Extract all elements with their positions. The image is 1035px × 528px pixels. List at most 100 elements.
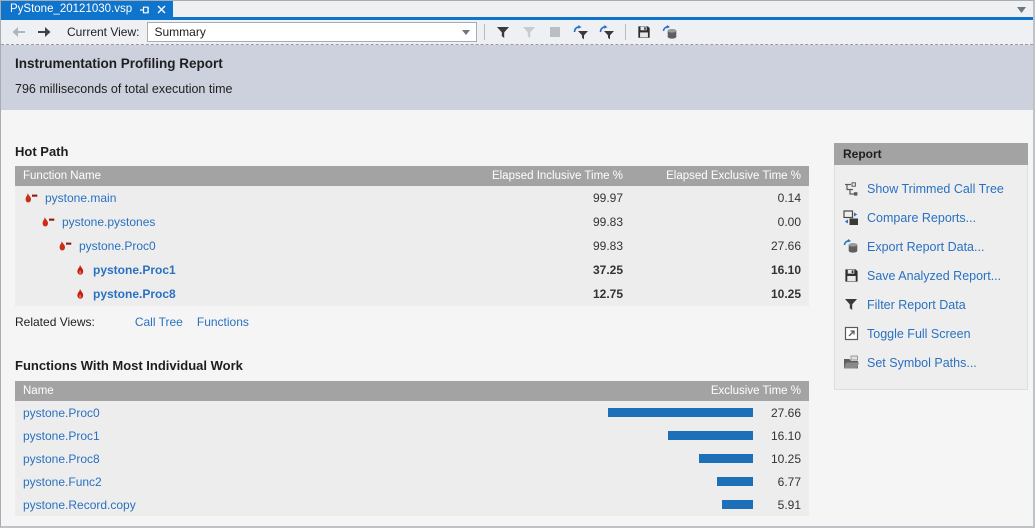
function-link[interactable]: pystone.Proc8 <box>23 451 100 466</box>
hot-path-row: pystone.main 99.97 0.14 <box>15 186 809 210</box>
call-tree-icon <box>843 181 859 197</box>
exclusive-time-value: 16.10 <box>770 428 801 443</box>
back-arrow-icon[interactable] <box>7 22 29 42</box>
report-action-label: Save Analyzed Report... <box>867 268 1002 283</box>
exclusive-time-value: 16.10 <box>631 258 809 282</box>
flame-path-icon <box>40 216 55 229</box>
toolbar-separator <box>625 24 627 40</box>
reapply-filter-icon[interactable] <box>570 22 592 42</box>
function-work-row: pystone.Func2 6.77 <box>15 470 809 493</box>
exclusive-time-value: 0.14 <box>631 186 809 210</box>
report-action-filter-report-data[interactable]: Filter Report Data <box>843 290 1027 319</box>
stop-icon[interactable] <box>544 22 566 42</box>
function-work-row: pystone.Proc0 27.66 <box>15 401 809 424</box>
hot-path-row: pystone.Proc8 12.75 10.25 <box>15 282 809 306</box>
function-work-row: pystone.Proc8 10.25 <box>15 447 809 470</box>
function-link[interactable]: pystone.Proc0 <box>23 405 100 420</box>
tab-pystone-report[interactable]: PyStone_20121030.vsp <box>1 1 174 17</box>
hot-path-title: Hot Path <box>15 144 69 159</box>
report-action-label: Toggle Full Screen <box>867 326 971 341</box>
report-action-label: Set Symbol Paths... <box>867 355 977 370</box>
current-view-label: Current View: <box>67 25 140 39</box>
col-exclusive-time[interactable]: Exclusive Time % <box>575 381 809 401</box>
toolbar-separator <box>484 24 486 40</box>
col-elapsed-inclusive[interactable]: Elapsed Inclusive Time % <box>451 166 631 186</box>
save-icon <box>843 268 859 284</box>
report-action-save-analyzed-report[interactable]: Save Analyzed Report... <box>843 261 1027 290</box>
report-action-label: Export Report Data... <box>867 239 985 254</box>
close-icon[interactable] <box>157 5 166 14</box>
flame-icon <box>74 287 86 301</box>
inclusive-time-value: 99.83 <box>451 234 631 258</box>
report-action-toggle-full-screen[interactable]: Toggle Full Screen <box>843 319 1027 348</box>
compare-icon <box>843 209 859 226</box>
document-tab-bar: PyStone_20121030.vsp <box>1 1 1033 20</box>
current-view-select[interactable]: Summary <box>147 22 478 42</box>
hot-path-row: pystone.Proc0 99.83 27.66 <box>15 234 809 258</box>
function-link[interactable]: pystone.Proc1 <box>23 428 100 443</box>
exclusive-time-bar <box>717 477 753 486</box>
exclusive-time-bar <box>608 408 753 417</box>
report-action-label: Show Trimmed Call Tree <box>867 181 1004 196</box>
inclusive-time-value: 99.97 <box>451 186 631 210</box>
execution-time-summary: 796 milliseconds of total execution time <box>15 82 233 96</box>
report-action-compare-reports[interactable]: Compare Reports... <box>843 203 1027 232</box>
save-icon[interactable] <box>633 22 655 42</box>
inclusive-time-value: 12.75 <box>451 282 631 306</box>
inclusive-time-value: 37.25 <box>451 258 631 282</box>
summary-main-column: Hot Path Function Name Elapsed Inclusive… <box>15 110 809 516</box>
report-title: Instrumentation Profiling Report <box>15 56 223 71</box>
related-view-link-call-tree[interactable]: Call Tree <box>134 315 183 329</box>
report-toolbar: Current View: Summary <box>1 20 1033 45</box>
report-content: Hot Path Function Name Elapsed Inclusive… <box>1 110 1033 516</box>
export-data-icon <box>843 239 859 255</box>
function-link[interactable]: pystone.main <box>45 191 117 205</box>
related-views-label: Related Views: <box>15 315 95 329</box>
function-link[interactable]: pystone.Proc0 <box>79 239 156 253</box>
report-actions-panel: Report Show Trimmed Call Tree Compare Rep… <box>834 143 1028 390</box>
function-link[interactable]: pystone.Record.copy <box>23 497 136 512</box>
exclusive-time-bar <box>722 500 753 509</box>
export-data-icon[interactable] <box>659 22 681 42</box>
function-link[interactable]: pystone.Proc8 <box>93 287 176 301</box>
hot-path-row: pystone.pystones 99.83 0.00 <box>15 210 809 234</box>
col-elapsed-exclusive[interactable]: Elapsed Exclusive Time % <box>631 166 809 186</box>
function-link[interactable]: pystone.pystones <box>62 215 156 229</box>
flame-icon <box>74 263 86 277</box>
hot-path-row: pystone.Proc1 37.25 16.10 <box>15 258 809 282</box>
functions-work-title: Functions With Most Individual Work <box>15 358 243 373</box>
report-panel-title: Report <box>834 143 1028 165</box>
current-view-value: Summary <box>154 25 206 39</box>
report-action-set-symbol-paths[interactable]: Set Symbol Paths... <box>843 348 1027 377</box>
function-link[interactable]: pystone.Func2 <box>23 474 102 489</box>
pin-icon[interactable] <box>139 4 150 15</box>
col-name[interactable]: Name <box>15 381 575 401</box>
function-work-row: pystone.Record.copy 5.91 <box>15 493 809 516</box>
exclusive-time-value: 10.25 <box>631 282 809 306</box>
exclusive-time-bar <box>699 454 753 463</box>
functions-work-table: Name Exclusive Time % pystone.Proc0 27.66… <box>15 381 809 516</box>
filter-icon[interactable] <box>492 22 514 42</box>
report-action-label: Compare Reports... <box>867 210 977 225</box>
report-action-show-trimmed-call-tree[interactable]: Show Trimmed Call Tree <box>843 174 1027 203</box>
report-action-export-report-data[interactable]: Export Report Data... <box>843 232 1027 261</box>
fullscreen-icon <box>843 326 859 342</box>
function-link[interactable]: pystone.Proc1 <box>93 263 176 277</box>
related-views: Related Views: Call Tree Functions <box>15 306 809 329</box>
exclusive-time-value: 5.91 <box>777 497 801 512</box>
filter-disabled-icon[interactable] <box>518 22 540 42</box>
tab-title: PyStone_20121030.vsp <box>10 3 133 15</box>
reapply-filter-all-icon[interactable] <box>596 22 618 42</box>
filter-icon <box>843 297 859 313</box>
forward-arrow-icon[interactable] <box>33 22 55 42</box>
exclusive-time-value: 27.66 <box>770 405 801 420</box>
col-function-name[interactable]: Function Name <box>15 166 451 186</box>
document-list-dropdown-icon[interactable] <box>1017 7 1026 13</box>
exclusive-time-bar <box>668 431 753 440</box>
report-action-label: Filter Report Data <box>867 297 966 312</box>
flame-path-icon <box>23 192 38 205</box>
related-view-link-functions[interactable]: Functions <box>196 315 249 329</box>
exclusive-time-value: 27.66 <box>631 234 809 258</box>
flame-path-icon <box>57 240 72 253</box>
